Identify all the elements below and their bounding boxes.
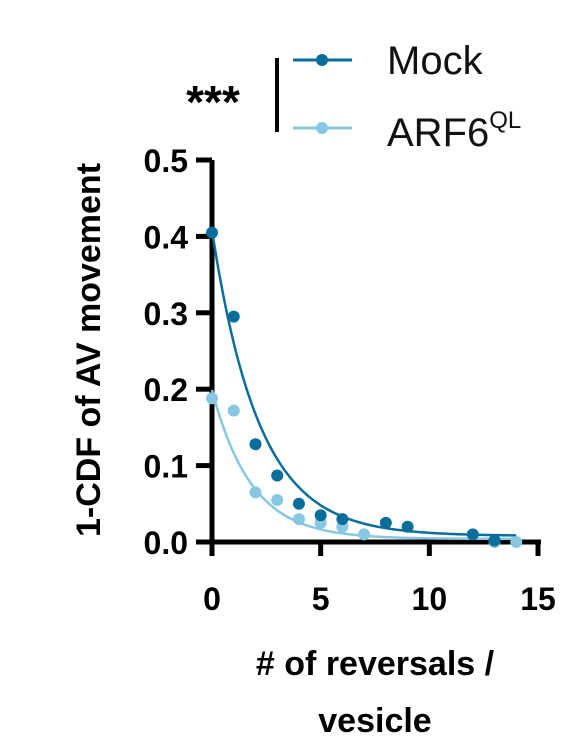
legend-label-mock: Mock xyxy=(387,39,484,83)
data-point-mock xyxy=(227,310,240,323)
data-point-mock xyxy=(292,497,305,510)
data-point-mock xyxy=(271,469,284,482)
data-point-arf6ql xyxy=(271,493,284,506)
data-point-arf6ql xyxy=(206,392,218,405)
x-axis-title-line-2: vesicle xyxy=(318,702,431,740)
axes: 0 5 10 15 0.0 0.1 0.2 0.3 0.4 0.5 xyxy=(144,143,556,617)
data-point-mock xyxy=(466,528,479,541)
legend-item-mock: Mock xyxy=(293,39,484,83)
data-point-arf6ql xyxy=(510,536,523,548)
y-axis-title: 1-CDF of AV movement xyxy=(70,163,108,537)
data-point-mock xyxy=(206,226,218,239)
data-point-arf6ql xyxy=(292,513,305,526)
data-point-mock xyxy=(249,438,262,451)
legend-marker-mock xyxy=(316,54,328,66)
legend-label-arf6ql-main: ARF6 xyxy=(387,111,489,155)
legend-label-arf6ql: ARF6QL xyxy=(387,107,521,155)
data-point-mock xyxy=(314,509,327,522)
y-tick-label: 0.4 xyxy=(144,219,189,255)
x-tick-label: 10 xyxy=(412,581,448,617)
y-tick-label: 0.2 xyxy=(144,372,188,408)
x-tick-label: 0 xyxy=(203,581,221,617)
data-point-mock xyxy=(379,516,392,529)
y-tick-label: 0.1 xyxy=(144,449,188,485)
y-tick-label: 0.0 xyxy=(144,525,188,561)
data-point-mock xyxy=(336,513,349,526)
legend-item-arf6ql: ARF6QL xyxy=(293,107,521,155)
data-point-mock xyxy=(401,520,414,533)
fit-curve-mock xyxy=(210,230,517,537)
x-tick-label: 15 xyxy=(520,581,556,617)
data-point-arf6ql xyxy=(249,486,262,499)
ticks: 0 5 10 15 0.0 0.1 0.2 0.3 0.4 0.5 xyxy=(144,143,556,617)
legend: Mock ARF6QL xyxy=(293,39,521,155)
data-points xyxy=(206,226,523,548)
data-point-mock xyxy=(488,534,501,547)
y-tick-label: 0.3 xyxy=(144,296,188,332)
data-point-arf6ql xyxy=(358,528,371,541)
data-point-arf6ql xyxy=(227,404,240,417)
x-axis-title-line-1: # of reversals / xyxy=(256,645,495,683)
y-tick-label: 0.5 xyxy=(144,143,188,179)
significance-label: *** xyxy=(186,76,240,128)
x-tick-label: 5 xyxy=(312,581,330,617)
legend-label-arf6ql-sup: QL xyxy=(489,107,521,134)
legend-marker-arf6ql xyxy=(316,122,328,134)
fit-curve-arf6ql xyxy=(210,389,517,541)
